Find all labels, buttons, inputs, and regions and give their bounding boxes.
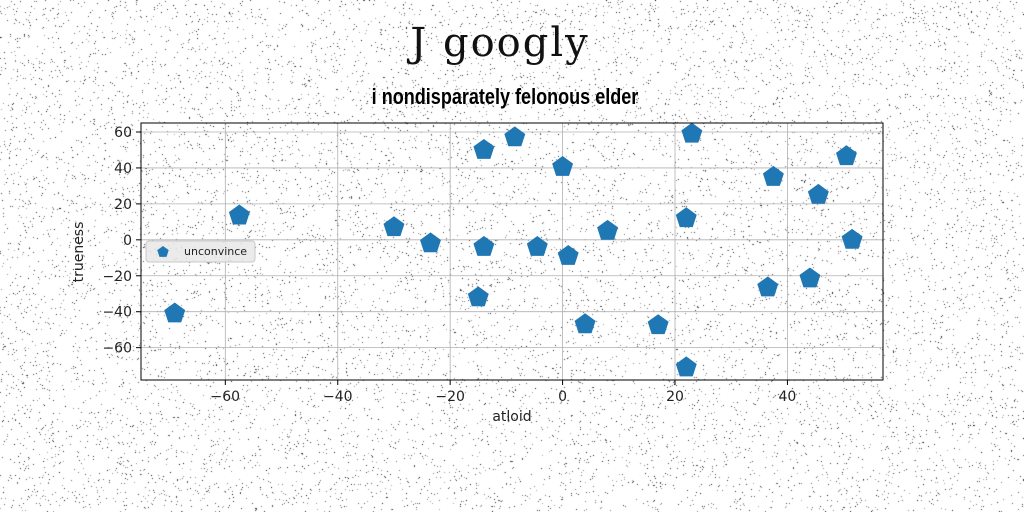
x-axis-label: atloid — [492, 409, 531, 425]
data-point — [557, 244, 579, 265]
legend: unconvince — [145, 240, 256, 263]
y-tick-label: 40 — [114, 161, 132, 177]
plot-frame — [140, 122, 884, 381]
data-point — [420, 232, 441, 253]
y-tick-label: 60 — [114, 125, 132, 141]
chart-title: i nondisparately felonous elder — [371, 84, 639, 109]
x-tick-label: −40 — [323, 389, 353, 405]
data-point — [164, 302, 186, 323]
figure-suptitle: J googly — [410, 20, 590, 66]
data-point — [504, 126, 526, 147]
data-point — [383, 216, 405, 237]
data-point — [675, 356, 697, 377]
data-point — [526, 236, 548, 256]
x-tick-label: −20 — [435, 389, 465, 405]
y-tick-label: −60 — [102, 341, 132, 357]
legend-box — [145, 240, 256, 263]
x-tick-label: 0 — [558, 389, 567, 405]
data-point — [597, 219, 619, 240]
legend-marker-pentagon-icon — [157, 246, 169, 257]
y-axis-label: trueness — [71, 222, 87, 283]
data-point — [574, 313, 596, 334]
data-point — [762, 165, 784, 186]
y-tick-label: −20 — [102, 269, 132, 285]
data-point — [552, 156, 574, 176]
x-tick-label: 20 — [666, 389, 684, 405]
data-point — [836, 145, 857, 166]
data-point — [841, 228, 863, 249]
legend-entry-label: unconvince — [184, 245, 247, 258]
x-tick-label: 40 — [779, 389, 797, 405]
y-tick-label: 20 — [114, 197, 132, 213]
data-point — [757, 276, 779, 297]
data-points — [164, 122, 863, 377]
data-point — [467, 286, 489, 307]
data-point — [807, 183, 829, 204]
data-point — [675, 207, 697, 228]
y-tick-label: 0 — [123, 233, 132, 249]
data-point — [473, 236, 495, 256]
y-tick-label: −40 — [102, 305, 132, 321]
data-point — [473, 138, 495, 159]
data-point — [228, 204, 250, 225]
axis-ticks: −60 −40 −20 0 20 40 −60 −40 −20 0 20 40 60 — [102, 125, 796, 405]
data-point — [799, 267, 821, 288]
x-tick-label: −60 — [211, 389, 241, 405]
data-point — [681, 122, 703, 143]
data-point — [647, 314, 669, 335]
